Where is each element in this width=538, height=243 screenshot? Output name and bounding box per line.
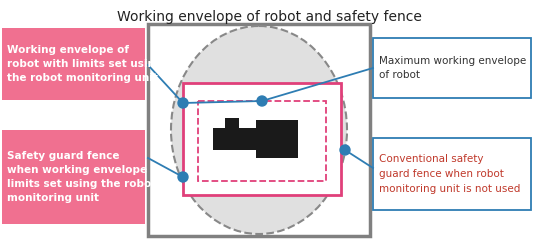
Text: Working envelope of
robot with limits set using
the robot monitoring unit: Working envelope of robot with limits se… [7,45,162,83]
Bar [213,128,283,150]
Text: Conventional safety
guard fence when robot
monitoring unit is not used: Conventional safety guard fence when rob… [379,154,520,194]
Bar [183,83,341,195]
Bar [198,101,326,181]
Bar [373,138,531,210]
Circle shape [340,145,350,155]
Bar [148,24,370,236]
Bar [225,118,239,130]
Bar [373,38,531,98]
Text: Working envelope of robot and safety fence: Working envelope of robot and safety fen… [117,10,421,24]
Circle shape [178,98,188,108]
Bar [256,120,298,158]
Text: Safety guard fence
when working envelope
limits set using the robot
monitoring u: Safety guard fence when working envelope… [7,151,156,203]
Bar [2,28,145,100]
Bar [2,130,145,224]
Circle shape [178,172,188,182]
Text: Maximum working envelope
of robot: Maximum working envelope of robot [379,56,526,80]
Ellipse shape [171,26,347,234]
Circle shape [257,96,267,106]
